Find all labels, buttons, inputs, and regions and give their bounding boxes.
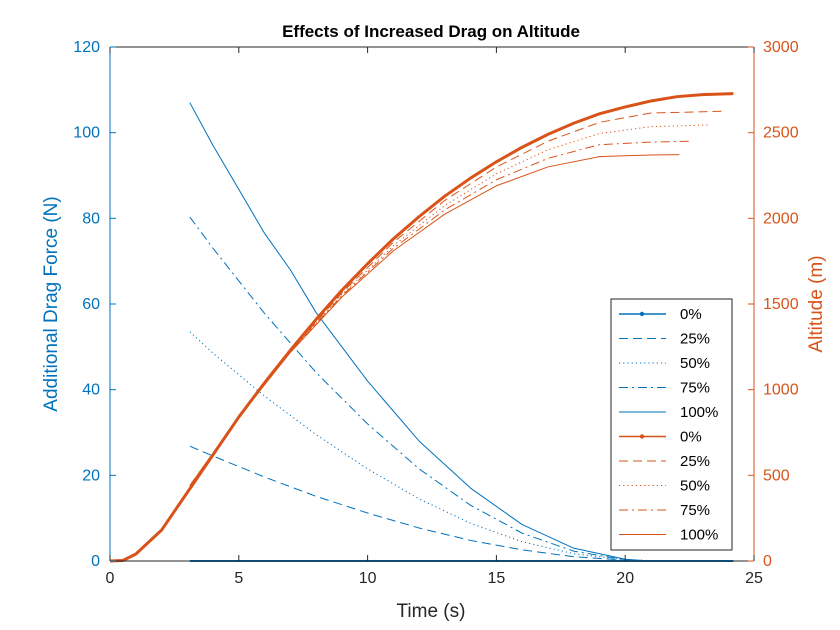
x-tick-label: 25 — [745, 570, 763, 587]
series-drag-100-pct — [189, 102, 651, 562]
series-altitude-50-pct — [189, 124, 708, 486]
y-axis-right-label: Altitude (m) — [806, 255, 827, 352]
legend-box — [610, 298, 733, 551]
legend-label: 0% — [680, 429, 702, 446]
y-axis-left-label: Additional Drag Force (N) — [41, 196, 62, 411]
y-left-tick-label: 40 — [82, 382, 100, 399]
y-left-tick-label: 100 — [73, 125, 100, 142]
y-left-tick-label: 80 — [82, 210, 100, 227]
y-right-tick-label: 3000 — [763, 39, 799, 56]
x-tick-label: 0 — [106, 570, 115, 587]
x-tick-label: 20 — [616, 570, 634, 587]
y-left-tick-label: 20 — [82, 467, 100, 484]
y-right-tick-label: 1500 — [763, 296, 799, 313]
y-left-tick-label: 120 — [73, 39, 100, 56]
x-tick-label: 5 — [234, 570, 243, 587]
x-tick-label: 15 — [488, 570, 506, 587]
y-right-tick-label: 500 — [763, 467, 790, 484]
legend-label: 50% — [680, 355, 710, 372]
series-drag-25-pct — [189, 445, 664, 562]
legend-label: 0% — [680, 306, 702, 323]
legend-label: 25% — [680, 453, 710, 470]
legend-marker — [639, 311, 645, 317]
series-drag-75-pct — [189, 216, 651, 562]
y-right-tick-label: 0 — [763, 553, 772, 570]
legend-label: 100% — [680, 404, 718, 421]
legend-label: 100% — [680, 527, 718, 544]
x-tick-label: 10 — [359, 570, 377, 587]
x-axis-label: Time (s) — [397, 601, 466, 622]
y-right-tick-label: 2000 — [763, 210, 799, 227]
legend-label: 25% — [680, 331, 710, 348]
series-altitude-100-pct — [189, 154, 680, 486]
plot-area — [109, 92, 734, 563]
series-altitude-25-pct — [189, 110, 724, 486]
legend-label: 75% — [680, 380, 710, 397]
legend-marker — [639, 434, 645, 439]
y-right-tick-label: 2500 — [763, 125, 799, 142]
legend-label: 50% — [680, 478, 710, 495]
series-altitude-0-pct — [109, 92, 734, 563]
legend-label: 75% — [680, 502, 710, 519]
y-left-tick-label: 60 — [82, 296, 100, 313]
legend: 0% 25% 50% 75% 100% 0% 25% 50% 75% 100% — [610, 298, 733, 551]
chart-title: Effects of Increased Drag on Altitude — [282, 22, 580, 41]
axes: 0 5 10 15 20 25020406080100120050010001500200… — [73, 39, 798, 587]
y-right-tick-label: 1000 — [763, 382, 799, 399]
series-drag-50-pct — [189, 331, 664, 562]
y-left-tick-label: 0 — [91, 553, 100, 570]
